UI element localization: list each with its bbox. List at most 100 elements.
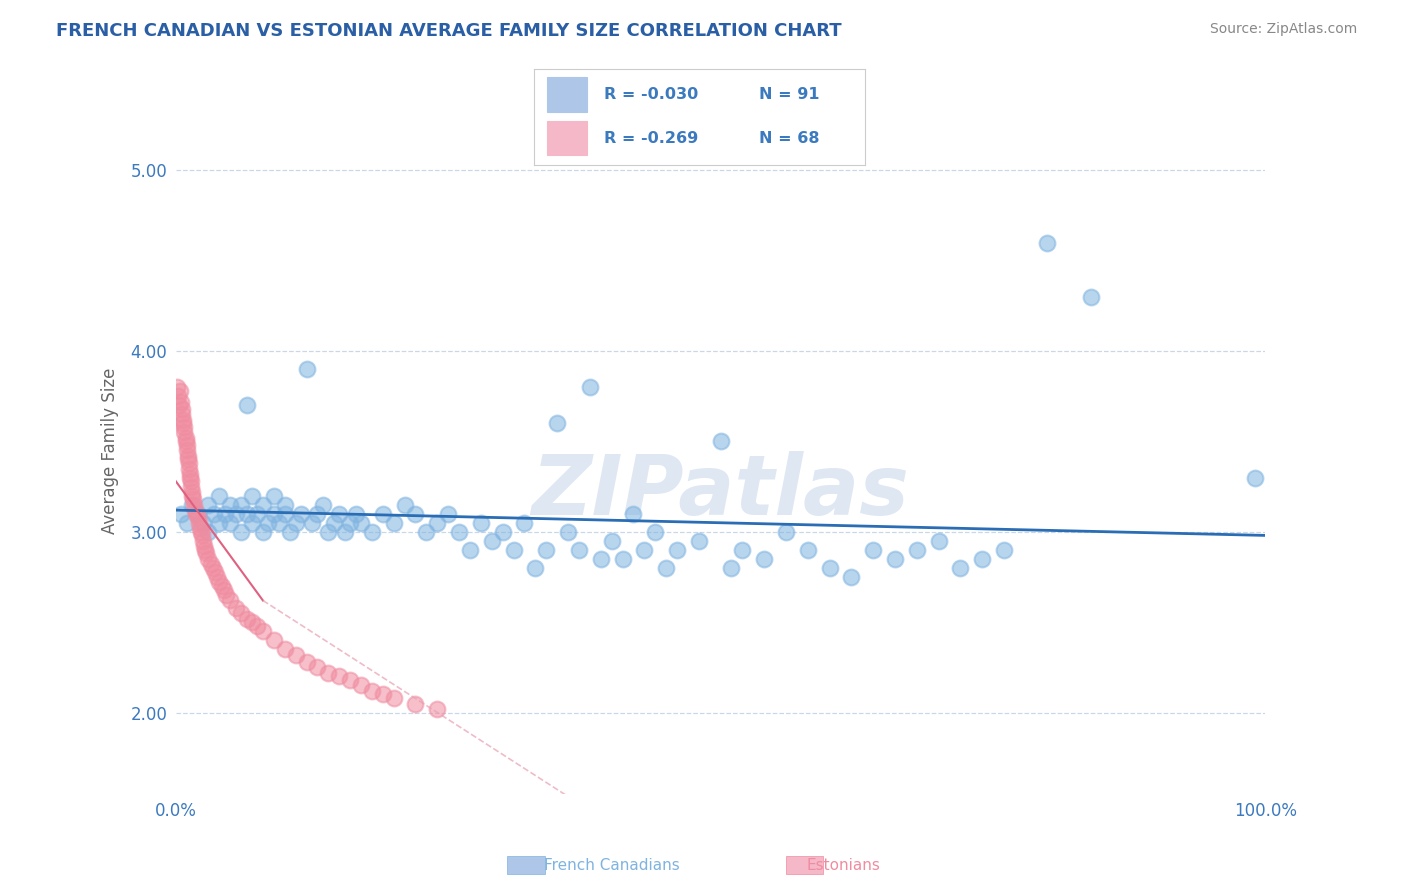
Point — [235, 398, 257, 412]
Point — [589, 552, 612, 566]
Point — [172, 401, 194, 416]
Point — [710, 434, 733, 449]
Point — [295, 655, 318, 669]
Point — [170, 394, 193, 409]
Point — [1080, 290, 1102, 304]
Point — [176, 516, 198, 530]
Point — [644, 524, 666, 539]
Point — [1243, 470, 1265, 484]
Point — [167, 398, 190, 412]
Point — [200, 558, 222, 572]
Point — [612, 552, 634, 566]
Point — [225, 600, 247, 615]
Point — [301, 516, 323, 530]
Point — [382, 516, 405, 530]
Point — [307, 660, 329, 674]
Point — [246, 507, 269, 521]
Point — [197, 552, 219, 566]
Point — [193, 539, 215, 553]
Point — [211, 579, 233, 593]
Point — [426, 702, 449, 716]
Point — [173, 420, 195, 434]
Point — [174, 434, 197, 449]
Point — [492, 524, 515, 539]
Point — [295, 362, 318, 376]
Point — [205, 570, 228, 584]
Point — [187, 516, 209, 530]
Point — [818, 561, 841, 575]
Point — [186, 507, 208, 521]
Point — [177, 449, 200, 463]
Text: Source: ZipAtlas.com: Source: ZipAtlas.com — [1209, 22, 1357, 37]
Point — [225, 507, 247, 521]
Point — [194, 542, 217, 557]
Point — [177, 452, 200, 467]
Point — [600, 533, 623, 548]
Point — [513, 516, 536, 530]
Point — [339, 516, 361, 530]
Point — [437, 507, 460, 521]
Point — [731, 542, 754, 557]
FancyBboxPatch shape — [786, 856, 823, 874]
Point — [166, 380, 188, 394]
Point — [240, 615, 263, 630]
Point — [214, 507, 236, 521]
Point — [190, 524, 212, 539]
Point — [172, 417, 194, 431]
Text: N = 91: N = 91 — [759, 87, 820, 103]
Point — [188, 521, 211, 535]
Point — [204, 565, 226, 579]
Point — [240, 516, 263, 530]
Point — [197, 524, 219, 539]
Point — [274, 507, 297, 521]
Point — [240, 489, 263, 503]
Point — [252, 498, 274, 512]
Point — [263, 507, 285, 521]
Point — [186, 510, 209, 524]
Point — [688, 533, 710, 548]
Point — [382, 691, 405, 706]
Point — [884, 552, 907, 566]
FancyBboxPatch shape — [547, 78, 588, 112]
Point — [179, 467, 201, 481]
Point — [470, 516, 492, 530]
Point — [174, 431, 197, 445]
Point — [970, 552, 993, 566]
Point — [195, 546, 218, 560]
Point — [458, 542, 481, 557]
Point — [278, 524, 301, 539]
Point — [405, 507, 427, 521]
Text: R = -0.269: R = -0.269 — [603, 130, 697, 145]
Point — [312, 498, 335, 512]
Point — [621, 507, 644, 521]
Point — [191, 516, 214, 530]
Point — [172, 413, 194, 427]
Point — [350, 678, 373, 692]
Point — [169, 384, 191, 398]
Point — [1036, 235, 1059, 250]
Text: R = -0.030: R = -0.030 — [603, 87, 697, 103]
Point — [371, 688, 394, 702]
Point — [350, 516, 373, 530]
Point — [447, 524, 470, 539]
Point — [197, 498, 219, 512]
Point — [274, 642, 297, 657]
Point — [177, 456, 200, 470]
Point — [360, 683, 382, 698]
Point — [339, 673, 361, 687]
Point — [170, 507, 193, 521]
Point — [415, 524, 437, 539]
Point — [655, 561, 678, 575]
Point — [246, 619, 269, 633]
Point — [181, 489, 204, 503]
Point — [219, 516, 242, 530]
Point — [546, 417, 568, 431]
Point — [257, 516, 280, 530]
Point — [231, 606, 253, 620]
Point — [333, 524, 356, 539]
Point — [186, 507, 209, 521]
Point — [191, 528, 214, 542]
Point — [219, 593, 242, 607]
Point — [394, 498, 416, 512]
Point — [322, 516, 344, 530]
